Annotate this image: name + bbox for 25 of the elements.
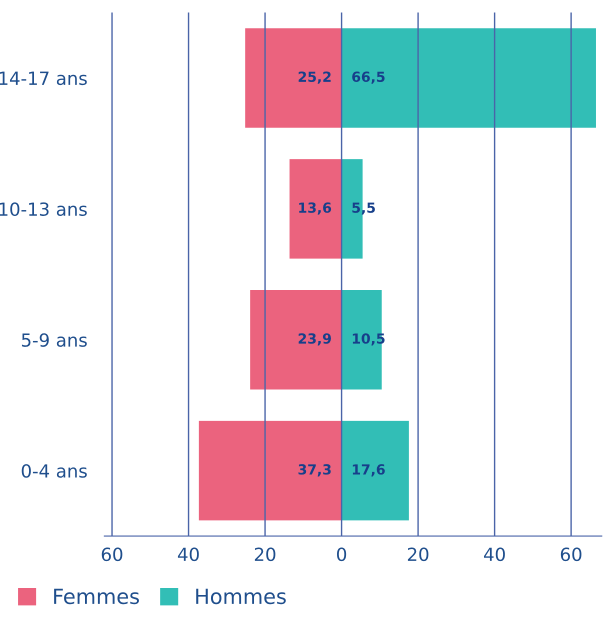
y-tick-label: 10-13 ans	[0, 202, 87, 216]
data-label: 25,2	[298, 72, 331, 84]
x-tick-label: 0	[337, 548, 346, 562]
x-tick-label: 20	[254, 548, 276, 562]
data-label: 13,6	[299, 202, 332, 215]
bar	[290, 159, 342, 259]
legend-label: Hommes	[196, 588, 286, 604]
bar	[245, 28, 342, 128]
y-tick-label: 0-4 ans	[22, 464, 87, 478]
bar	[342, 420, 409, 520]
x-tick-label: 40	[178, 548, 199, 562]
data-label: 37,3	[298, 464, 331, 476]
x-tick-label: 40	[484, 548, 505, 562]
x-tick-label: 20	[408, 548, 428, 562]
bar	[250, 290, 342, 390]
x-tick-label: 60	[560, 548, 582, 562]
y-tick-label: 5-9 ans	[22, 333, 87, 347]
data-label: 23,9	[298, 333, 331, 346]
legend-label: Femmes	[54, 588, 139, 604]
data-label: 17,6	[352, 464, 385, 476]
y-tick-label: 14-17 ans	[0, 72, 87, 86]
bar	[198, 420, 342, 520]
bar	[342, 28, 596, 128]
x-tick-label: 60	[102, 548, 122, 562]
data-label: 66,5	[352, 72, 385, 84]
